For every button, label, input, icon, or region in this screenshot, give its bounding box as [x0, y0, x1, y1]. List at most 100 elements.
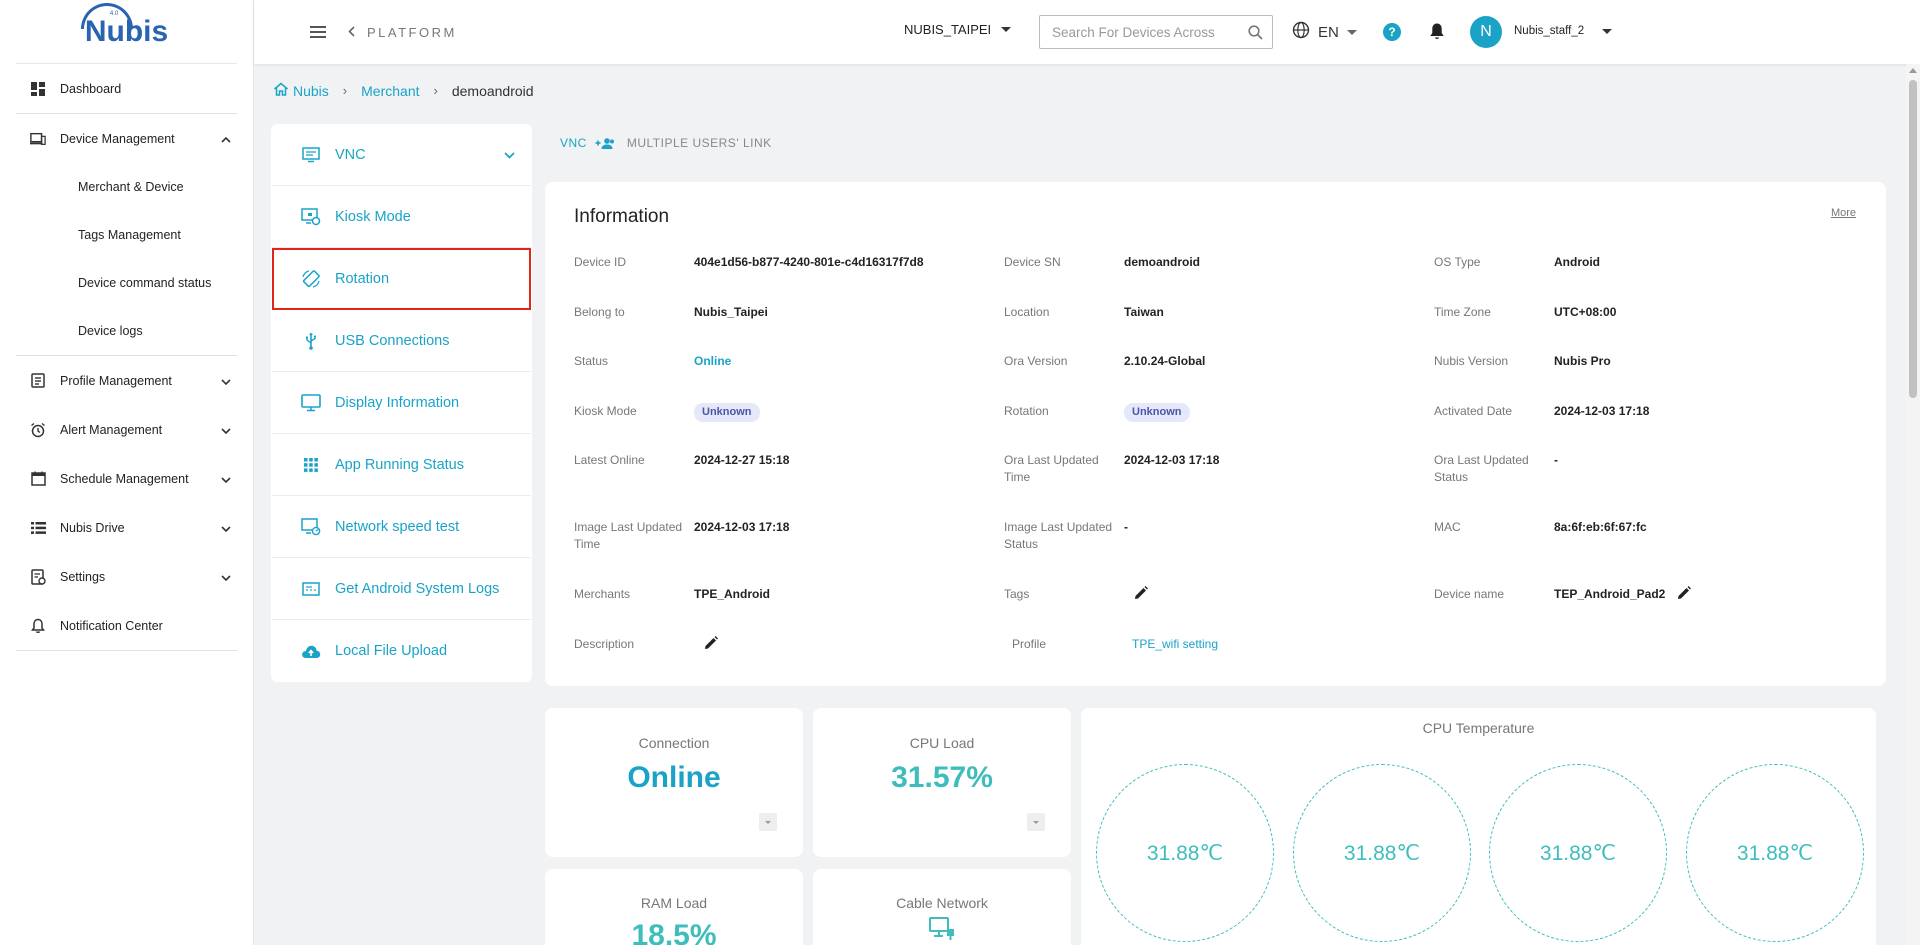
info-cell-location: Location Taiwan	[1004, 304, 1434, 353]
edit-description-icon[interactable]	[704, 636, 718, 650]
user-menu[interactable]: Nubis_staff_2	[1514, 25, 1613, 37]
logo-version: 4.0	[109, 10, 119, 17]
chevron-down-icon	[215, 472, 237, 486]
page-scrollbar[interactable]	[1906, 64, 1920, 945]
nav-group-dashboard: Dashboard	[16, 64, 237, 114]
caret-down-icon	[1001, 27, 1012, 32]
chevron-down-icon	[215, 521, 237, 535]
logo-cloud-icon	[80, 2, 133, 29]
more-link[interactable]: More	[1830, 207, 1856, 219]
info-label: Kiosk Mode	[574, 404, 637, 418]
info-row: Kiosk Mode Unknown Rotation Unknown Activa…	[574, 403, 1864, 452]
scrollbar-thumb[interactable]	[1909, 80, 1917, 398]
home-icon	[273, 82, 289, 99]
sidebar-item-notification-center[interactable]: Notification Center	[16, 601, 237, 650]
feature-display-information[interactable]: Display Information	[272, 372, 531, 434]
profile-link[interactable]: TPE_wifi setting	[1132, 637, 1219, 651]
sidebar-item-schedule-management[interactable]: Schedule Management	[16, 454, 237, 503]
edit-tags-icon[interactable]	[1134, 586, 1148, 600]
feature-label: VNC	[335, 146, 366, 163]
username: Nubis_staff_2	[1514, 25, 1585, 37]
feature-vnc[interactable]: VNC	[272, 124, 531, 186]
sidebar-subitem-device-command-status[interactable]: Device command status	[78, 276, 212, 290]
sidebar-item-dashboard[interactable]: Dashboard	[16, 64, 237, 113]
menu-toggle-icon[interactable]	[310, 26, 326, 38]
speed-test-icon	[301, 517, 321, 537]
info-label: Device SN	[1004, 255, 1061, 269]
info-label: Location	[1004, 305, 1050, 319]
info-value: 2024-12-03 17:18	[1124, 453, 1220, 467]
info-label: Rotation	[1004, 404, 1049, 418]
info-value: TPE_Android	[694, 587, 771, 601]
info-value: -	[1124, 520, 1128, 534]
feature-local-file-upload[interactable]: Local File Upload	[272, 620, 531, 682]
info-cell-kiosk-mode: Kiosk Mode Unknown	[574, 403, 1004, 452]
sidebar-subitem-tags-management[interactable]: Tags Management	[78, 228, 181, 242]
multiple-users-link[interactable]: MULTIPLE USERS' LINK	[626, 136, 772, 150]
notification-bell-icon[interactable]	[1429, 22, 1445, 46]
chevron-down-icon	[215, 374, 237, 388]
caret-down-icon	[1346, 29, 1357, 35]
org-name: NUBIS_TAIPEI	[904, 22, 992, 37]
information-card: Information More Device ID 404e1d56-b877-…	[545, 182, 1886, 686]
search-input[interactable]	[1040, 24, 1238, 40]
info-cell-profile: Profile TPE_wifi setting	[1012, 636, 1450, 676]
cpu-load-dropdown[interactable]	[1027, 813, 1045, 831]
info-cell-belong-to: Belong to Nubis_Taipei	[574, 304, 1004, 353]
sidebar-subitem-device-logs[interactable]: Device logs	[78, 324, 143, 338]
org-selector[interactable]: NUBIS_TAIPEI	[904, 22, 1012, 37]
feature-get-android-system-logs[interactable]: Get Android System Logs	[272, 558, 531, 620]
info-cell-status: Status Online	[574, 353, 1004, 403]
feature-label: USB Connections	[335, 332, 450, 349]
feature-rotation[interactable]: Rotation	[272, 248, 531, 310]
info-value: 2024-12-03 17:18	[694, 520, 790, 534]
connection-dropdown[interactable]	[759, 813, 777, 831]
search-icon[interactable]	[1238, 24, 1272, 40]
info-label: Activated Date	[1434, 404, 1513, 418]
stat-title: Connection	[638, 735, 710, 751]
info-cell-rotation: Rotation Unknown	[1004, 403, 1434, 452]
feature-usb-connections[interactable]: USB Connections	[272, 310, 531, 372]
vnc-link[interactable]: VNC	[560, 136, 587, 150]
calendar-icon	[30, 471, 46, 487]
help-icon[interactable]: ?	[1383, 23, 1401, 41]
logo[interactable]: Nubis 4.0	[16, 0, 237, 64]
sidebar-item-settings[interactable]: Settings	[16, 552, 237, 601]
feature-network-speed-test[interactable]: Network speed test	[272, 496, 531, 558]
ram-load-card: RAM Load 18.5%	[545, 869, 803, 945]
sidebar-item-alert-management[interactable]: Alert Management	[16, 405, 237, 454]
add-users-icon[interactable]	[595, 137, 615, 150]
info-label: Profile	[1012, 637, 1047, 651]
language-selector[interactable]: EN	[1292, 21, 1357, 43]
breadcrumb-home[interactable]: Nubis	[273, 82, 329, 99]
info-value: 2.10.24-Global	[1124, 354, 1206, 368]
chevron-down-icon	[215, 423, 237, 437]
feature-label: Local File Upload	[335, 643, 448, 659]
info-label: Merchants	[574, 587, 631, 601]
language-code: EN	[1318, 23, 1339, 41]
feature-label: Network speed test	[335, 518, 460, 535]
sidebar-item-nubis-drive[interactable]: Nubis Drive	[16, 503, 237, 552]
feature-label: Display Information	[335, 394, 460, 411]
feature-kiosk-mode[interactable]: Kiosk Mode	[272, 186, 531, 248]
sidebar-item-device-management[interactable]: Device Management	[16, 114, 237, 163]
info-cell-ora-last-updated-status: Ora Last Updated Status -	[1434, 452, 1864, 519]
breadcrumb-merchant[interactable]: Merchant	[361, 82, 420, 99]
feature-app-running-status[interactable]: App Running Status	[272, 434, 531, 496]
cloud-upload-icon	[301, 641, 321, 661]
chevron-down-icon	[215, 570, 237, 584]
info-cell-merchants: Merchants TPE_Android	[574, 586, 1004, 636]
info-cell-ora-version: Ora Version 2.10.24-Global	[1004, 353, 1434, 403]
logo-wordmark: Nubis 4.0	[80, 2, 168, 49]
sidebar-item-profile-management[interactable]: Profile Management	[16, 356, 237, 405]
device-search	[1039, 15, 1273, 49]
nav-group-profile-management: Profile Management Alert Management Sche…	[16, 356, 237, 651]
status-badge: Unknown	[1124, 403, 1190, 422]
scroll-up-icon[interactable]	[1909, 68, 1917, 73]
sidebar-subitem-merchant-device[interactable]: Merchant & Device	[78, 180, 184, 194]
platform-label[interactable]: PLATFORM	[367, 24, 457, 40]
edit-device-name-icon[interactable]	[1677, 586, 1692, 600]
chevron-left-icon[interactable]	[348, 24, 355, 40]
information-grid: Device ID 404e1d56-b877-4240-801e-c4d1631…	[574, 254, 1864, 676]
avatar[interactable]: N	[1470, 16, 1502, 48]
